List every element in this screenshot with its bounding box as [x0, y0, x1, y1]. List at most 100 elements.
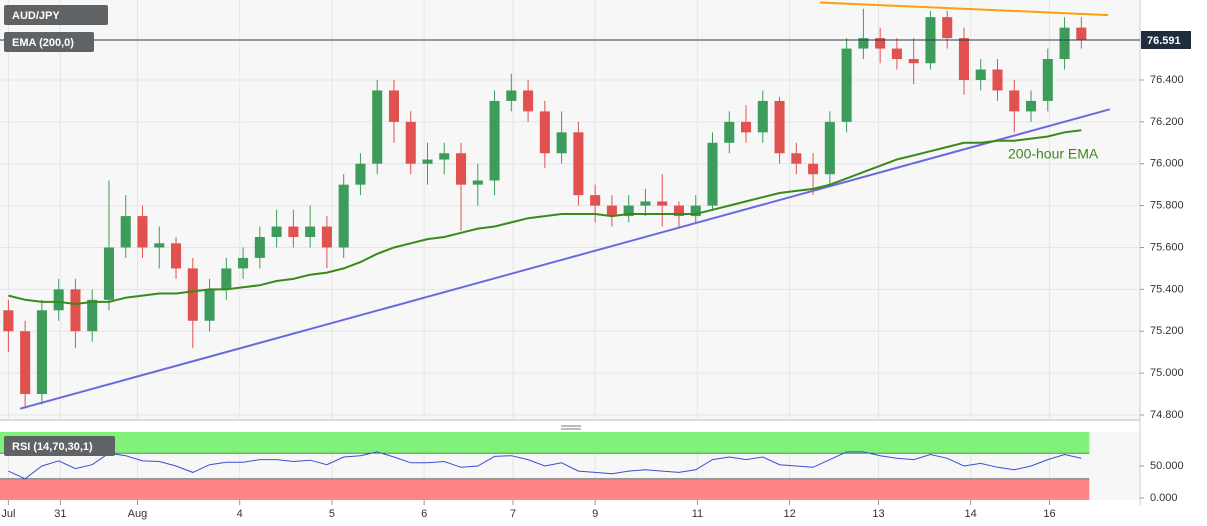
candle-body [36, 310, 47, 395]
candle-body [875, 38, 886, 49]
legend-label: AUD/JPY [12, 10, 60, 22]
y-tick-label: 50.000 [1150, 460, 1184, 472]
line [8, 129, 1082, 306]
line [8, 451, 1082, 480]
last-price-box [1141, 30, 1191, 49]
x-tick-label: 14 [965, 508, 977, 520]
candle-body [757, 100, 768, 133]
candle-body [221, 268, 232, 290]
candle-body [288, 226, 299, 238]
candle-body [657, 201, 668, 206]
overbought-band [0, 432, 1090, 454]
candle-body [1009, 90, 1020, 112]
candle-body [3, 310, 14, 332]
candle-body [623, 205, 634, 217]
legend-box [4, 32, 94, 52]
candle-body [439, 153, 450, 160]
candle-body [489, 100, 500, 181]
x-tick-label: 9 [592, 508, 598, 520]
candle-body [171, 243, 182, 269]
candle-body [53, 289, 64, 311]
candle-body [137, 216, 148, 248]
candle-body [187, 268, 198, 321]
candle-body [808, 163, 819, 175]
candle-body [523, 90, 534, 112]
x-tick-label: 31 [54, 508, 66, 520]
candle-body [120, 216, 131, 248]
x-tick-label: 11 [692, 508, 703, 520]
y-tick-label: 75.000 [1150, 367, 1184, 379]
candle-body [1059, 27, 1070, 60]
candle-body [405, 121, 416, 164]
candle-body [891, 48, 902, 60]
candle-body [372, 90, 383, 164]
candle-body [958, 38, 969, 80]
x-tick-label: 7 [510, 508, 516, 520]
annotation: 200-hour EMA [1008, 146, 1099, 162]
candle-body [942, 17, 953, 39]
candle-body [539, 111, 550, 154]
y-tick-label: 75.800 [1150, 200, 1184, 212]
resize-handle[interactable] [561, 425, 581, 430]
candle-body [724, 121, 735, 143]
candle-body [321, 226, 332, 248]
x-tick-label: 4 [237, 508, 243, 520]
candle-body [70, 289, 81, 332]
candle-body [841, 48, 852, 122]
x-tick-label: 6 [421, 508, 427, 520]
candle-body [606, 205, 617, 217]
x-tick-label: Jul [1, 508, 15, 520]
x-tick-label: Aug [128, 508, 148, 520]
candle-body [422, 159, 433, 164]
candle-body [556, 132, 567, 154]
candle-body [456, 153, 467, 185]
candle-body [355, 163, 366, 185]
candle-body [690, 205, 701, 217]
y-tick-label: 0.000 [1150, 492, 1178, 504]
trendline [19, 108, 1111, 410]
y-tick-label: 74.800 [1150, 409, 1184, 421]
legend-label: EMA (200,0) [12, 37, 74, 49]
candle-body [1076, 27, 1087, 40]
candle-body [590, 195, 601, 206]
oversold-band [0, 478, 1090, 500]
legend-box [4, 436, 115, 456]
candle-body [472, 180, 483, 185]
y-tick-label: 76.400 [1150, 74, 1184, 86]
candle-body [824, 121, 835, 175]
candle-body [271, 226, 282, 238]
candle-body [305, 226, 316, 238]
candle-body [204, 289, 215, 321]
candle-body [975, 69, 986, 80]
candle-body [506, 90, 517, 101]
candle-body [791, 153, 802, 164]
candle-body [20, 331, 31, 395]
candle-body [908, 59, 919, 64]
y-tick-label: 75.200 [1150, 325, 1184, 337]
y-tick-label: 75.400 [1150, 283, 1184, 295]
x-tick-label: 13 [872, 508, 884, 520]
x-tick-label: 12 [783, 508, 795, 520]
candle-body [573, 132, 584, 196]
candle-body [338, 184, 349, 248]
x-tick-label: 16 [1043, 508, 1055, 520]
candle-body [1026, 100, 1037, 112]
x-tick-label: 5 [329, 508, 335, 520]
candle-body [254, 237, 265, 258]
y-tick-label: 75.600 [1150, 241, 1184, 253]
candle-body [992, 69, 1003, 91]
legend-box [4, 5, 108, 25]
candle-body [707, 142, 718, 206]
legend-label: RSI (14,70,30,1) [12, 441, 93, 453]
trendline [819, 1, 1109, 17]
y-tick-label: 76.000 [1150, 158, 1184, 170]
candle-body [1042, 59, 1053, 101]
candle-body [858, 38, 869, 49]
candle-body [774, 100, 785, 154]
last-price-label: 76.591 [1147, 35, 1181, 47]
candle-body [87, 299, 98, 332]
y-tick-label: 76.200 [1150, 116, 1184, 128]
main-plot-bg [0, 0, 1140, 420]
candle-body [640, 201, 651, 206]
